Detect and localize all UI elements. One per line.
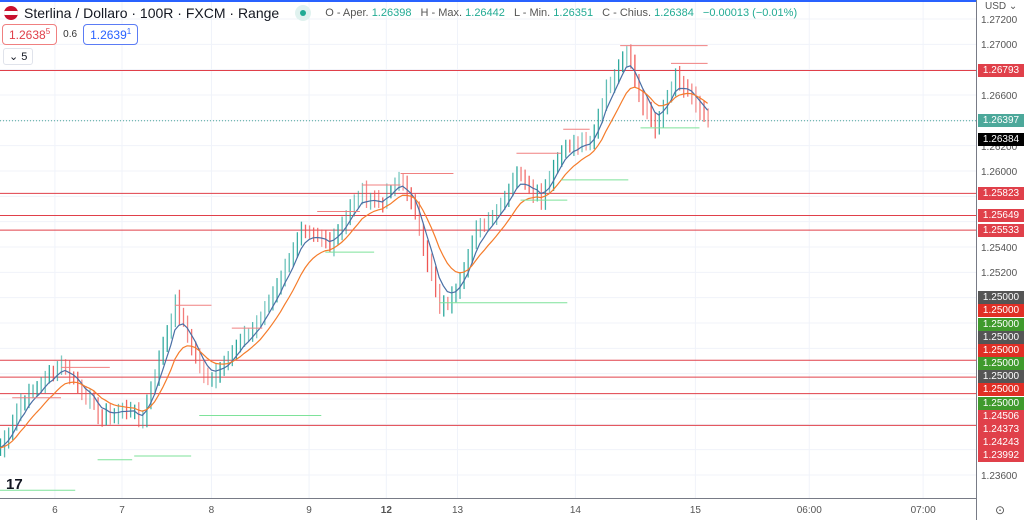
price-tag: 1.25000 [978,357,1024,371]
price-tick: 1.23600 [981,471,1018,482]
change-value: −0.00013 (−0.01%) [702,7,798,19]
tradingview-logo[interactable]: 17 [6,476,23,493]
close-value: 1.26384 [654,7,694,19]
price-tick: 1.25200 [981,268,1018,280]
close-label: C - Chius. [602,7,652,19]
ask-sup: 1 [126,27,132,36]
time-tick: 12 [380,505,392,516]
ohlc-values: O - Aper. 1.26398 H - Max. 1.26442 L - M… [325,7,803,19]
price-tag: 1.23992 [978,449,1024,463]
high-label: H - Max. [420,7,463,19]
time-tick: 6 [52,505,58,516]
top-accent-bar [0,0,1024,2]
price-tag: 1.25000 [978,304,1024,318]
price-tick: 1.26600 [981,91,1018,102]
settings-icon[interactable]: ⊙ [995,503,1006,517]
price-tag: 1.26384 [978,132,1024,146]
ask-price: 1.2639 [90,28,127,42]
price-tag: 1.26397 [978,114,1024,128]
open-value: 1.26398 [371,7,412,19]
time-tick: 8 [208,505,215,516]
buy-button[interactable]: 1.26391 [83,24,139,45]
price-tag: 1.24506 [978,409,1024,423]
price-tag: 1.25649 [978,208,1024,222]
currency-selector[interactable]: USD ⌄ [985,1,1018,12]
symbol-legend: Sterlina / Dollaro · 100R · FXCM · Range… [4,5,803,21]
time-tick: 15 [689,505,701,516]
time-axis[interactable]: 6 7 8 9 12 13 14 15 06:00 07:00 [0,498,976,520]
price-tag: 1.25000 [978,291,1024,305]
price-axis[interactable]: USD ⌄ 1.27200 1.27000 1.26600 1.26200 1.2600… [976,0,1024,520]
slow-ma-line [0,86,708,449]
price-tag: 1.26793 [978,64,1024,78]
chevron-down-icon: ⌄ [9,51,19,63]
time-tick: 06:00 [796,505,822,516]
price-tag: 1.25533 [978,223,1024,237]
low-label: L - Min. [513,7,551,19]
time-tick: 9 [306,505,312,516]
bid-sup: 5 [45,27,51,36]
price-tag: 1.25000 [978,343,1024,357]
fast-ma-line [0,65,709,449]
low-value: 1.26351 [553,7,594,19]
currency-label: USD [985,1,1007,12]
time-tick: 13 [451,505,464,516]
spread: 0.6 [63,29,78,40]
price-tag: 1.25000 [978,317,1024,331]
quote-panel: 1.26385 0.6 1.26391 [2,24,139,45]
price-chart[interactable] [0,2,976,498]
price-tick: 1.25400 [981,243,1018,254]
price-tick: 1.26000 [981,167,1018,178]
sell-button[interactable]: 1.26385 [2,24,58,45]
time-tick: 07:00 [910,505,936,516]
price-tag: 1.25000 [978,383,1024,397]
time-tick: 14 [569,505,581,516]
high-value: 1.26442 [465,7,505,19]
price-tick: 1.26200 [981,141,1018,153]
open-label: O - Aper. [325,7,369,19]
price-tag: 1.25000 [978,370,1024,384]
time-tick: 7 [119,505,125,516]
market-status-icon[interactable] [295,5,312,21]
indicators-toggle[interactable]: ⌄ 5 [3,48,34,65]
bid-price: 1.2638 [9,28,46,42]
price-tag: 1.24243 [978,436,1024,450]
price-tag: 1.24373 [978,422,1024,436]
price-tag: 1.25000 [978,330,1024,344]
indicator-count: 5 [21,51,28,63]
gbp-flag-icon [4,6,18,20]
price-tick: 1.27000 [981,40,1018,52]
symbol-title[interactable]: Sterlina / Dollaro · 100R · FXCM · Range [24,5,280,21]
price-tick: 1.27200 [981,15,1018,26]
price-tag: 1.25000 [978,396,1024,410]
price-tag: 1.25823 [978,186,1024,200]
